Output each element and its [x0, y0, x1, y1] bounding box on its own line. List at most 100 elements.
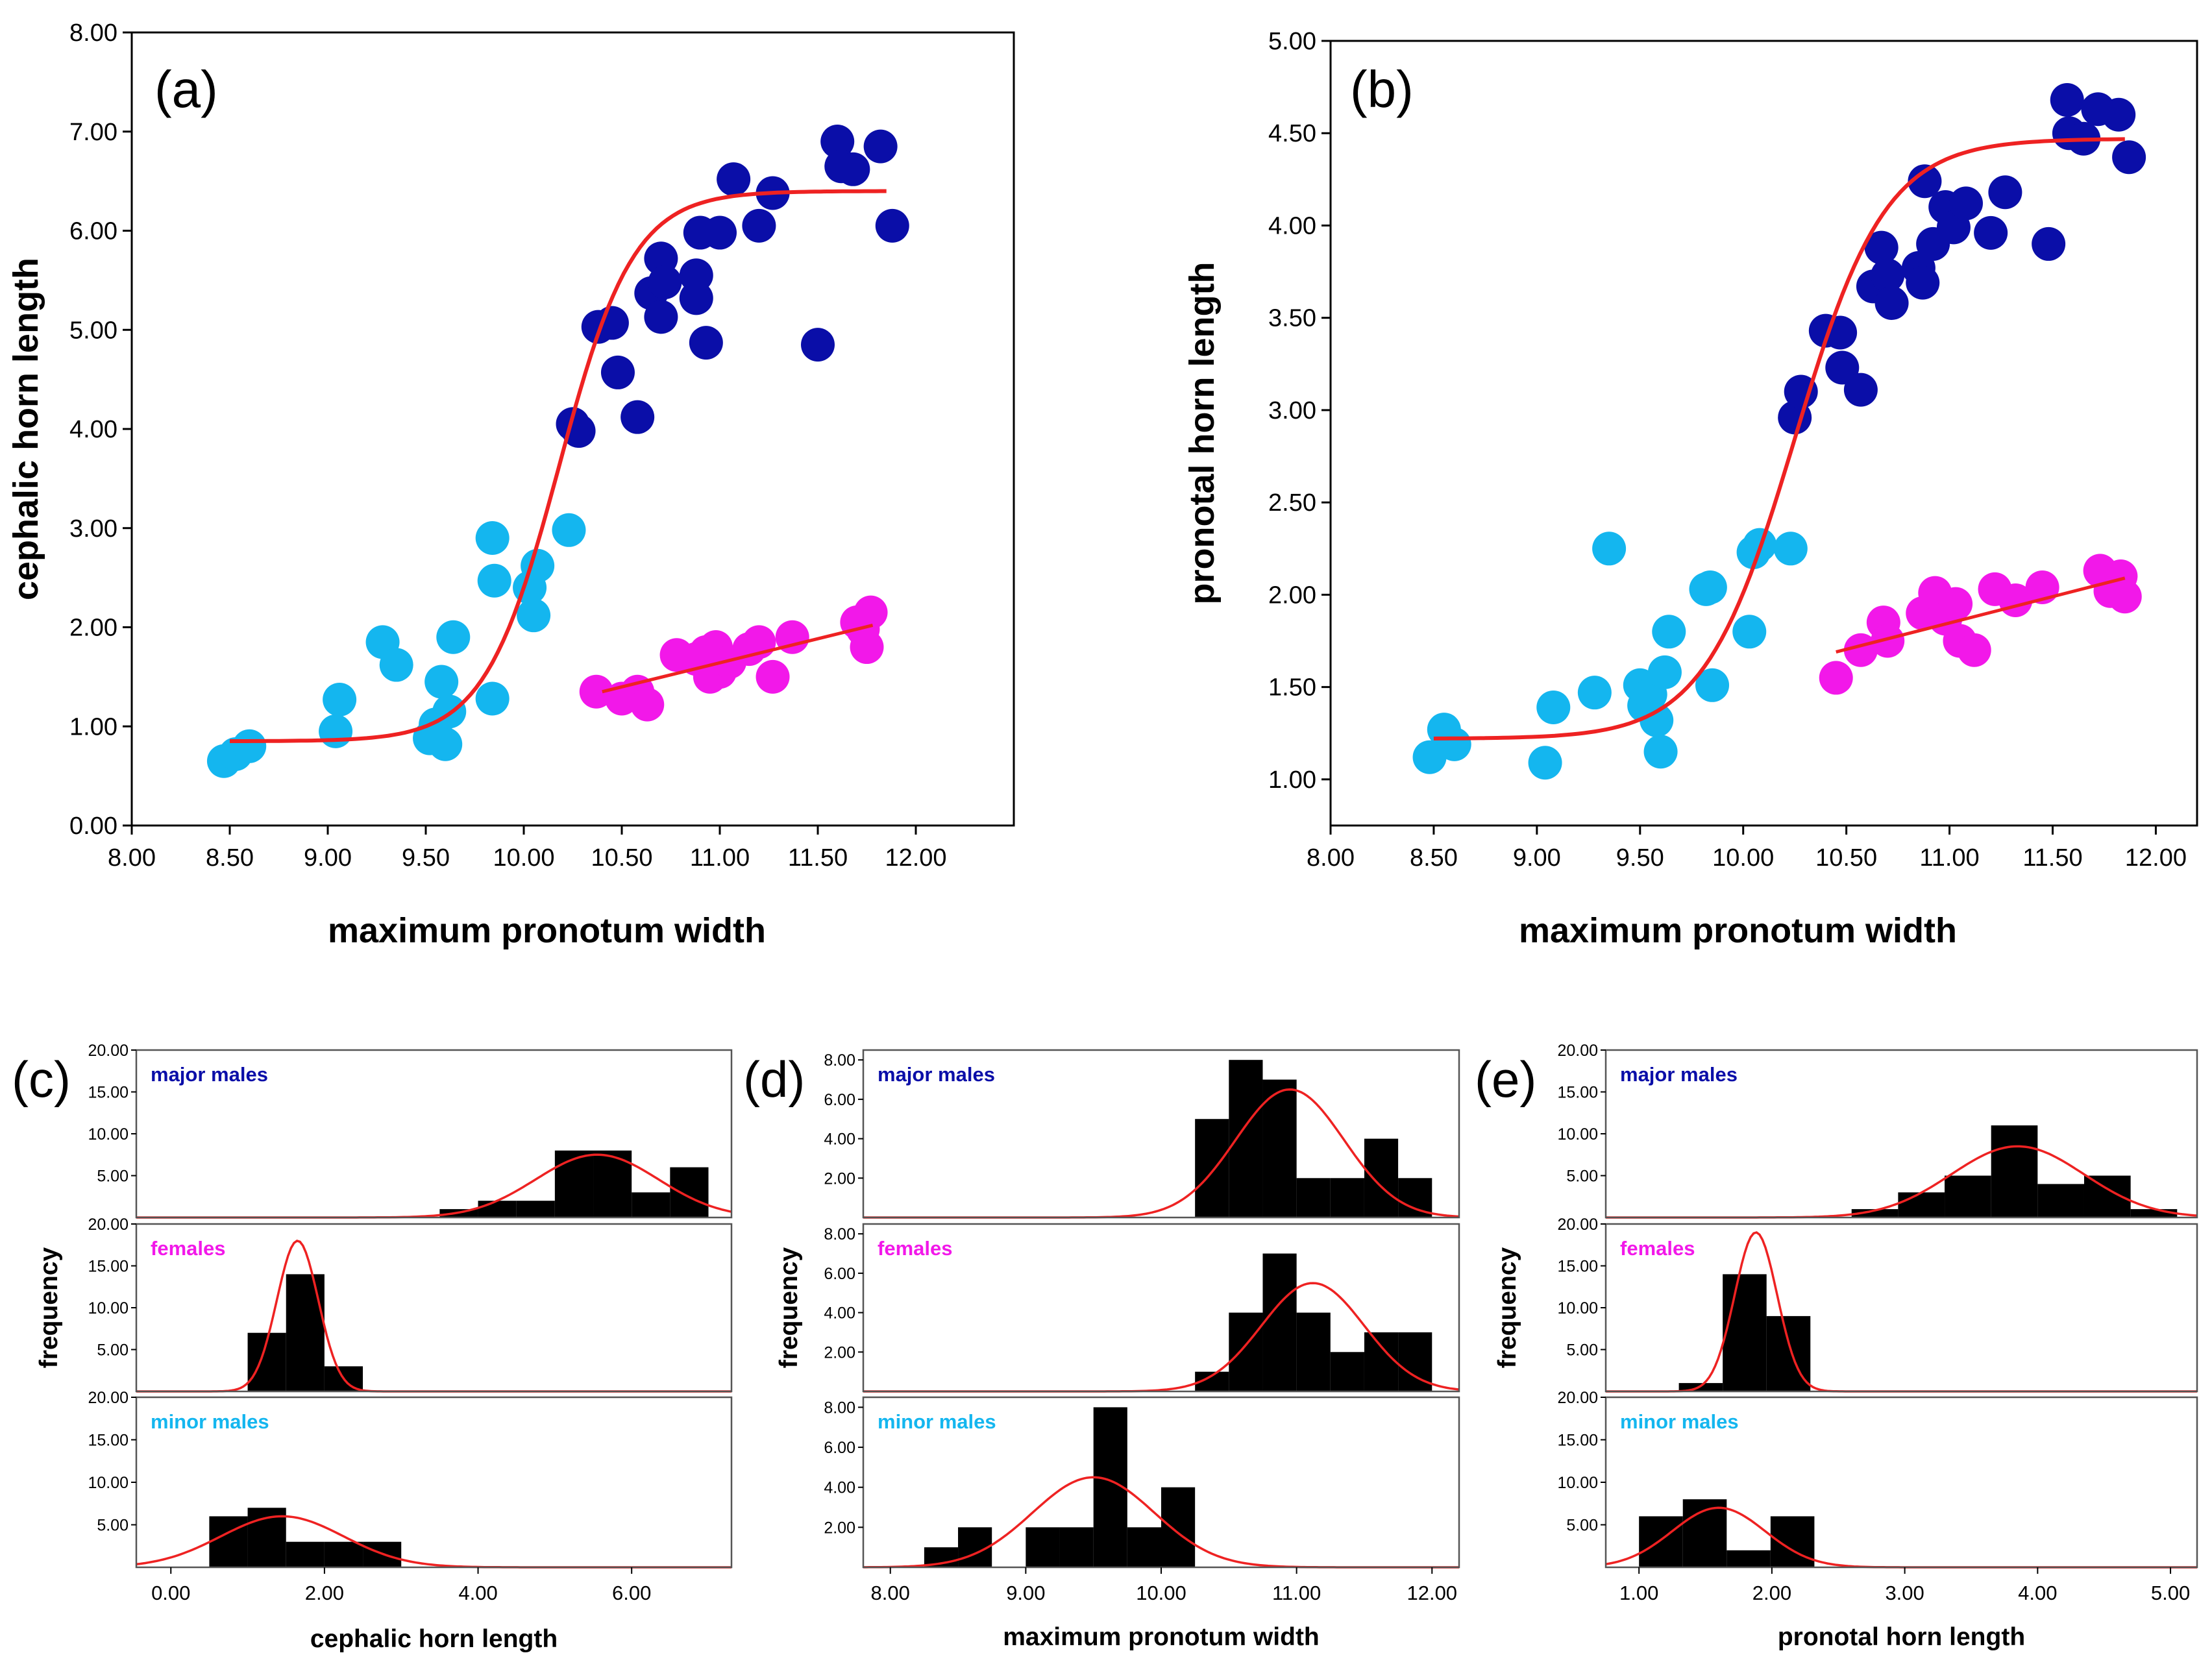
point-minor: [1652, 615, 1686, 649]
point-female: [579, 674, 613, 709]
group-label: females: [878, 1237, 952, 1260]
panel-label: (b): [1350, 60, 1414, 118]
subpanel-minor: 2.00 4.00 6.00 8.00 minor males: [824, 1396, 1460, 1569]
x-tick-label: 9.00: [304, 844, 352, 872]
point-major: [2102, 97, 2136, 132]
point-major: [1784, 374, 1818, 409]
point-female: [1957, 633, 1991, 667]
point-major: [1988, 175, 2022, 210]
y-tick-label: 4.00: [824, 1131, 855, 1149]
panel-label: (c): [12, 1051, 71, 1108]
subpanel-frame: [135, 1223, 733, 1393]
histogram-bar: [1059, 1527, 1094, 1567]
x-tick-label: 9.00: [1006, 1582, 1045, 1604]
point-female: [1871, 624, 1905, 658]
y-axis-label: frequency: [1493, 1247, 1521, 1369]
normal-curve: [136, 1239, 731, 1393]
point-minor: [552, 513, 586, 547]
y-tick-label: 20.00: [1557, 1042, 1598, 1060]
y-tick-label: 5.00: [1566, 1517, 1598, 1535]
x-tick-label: 5.00: [2151, 1582, 2190, 1604]
x-tick-label: 8.50: [1410, 844, 1458, 872]
y-tick-label: 20.00: [1557, 1389, 1598, 1407]
point-major: [644, 300, 678, 334]
histogram-bar: [209, 1516, 248, 1567]
histogram-bar: [1898, 1192, 1945, 1217]
x-tick-label: 2.00: [305, 1582, 344, 1604]
point-major: [1906, 265, 1940, 300]
point-major: [2050, 83, 2084, 117]
point-minor: [1773, 532, 1808, 566]
point-minor: [232, 729, 267, 763]
y-tick-label: 5.00: [1566, 1168, 1598, 1186]
y-tick-label: 6.00: [69, 218, 117, 245]
group-label: minor males: [1620, 1410, 1739, 1433]
y-tick-label: 6.00: [824, 1439, 855, 1457]
y-tick-label: 5.00: [1268, 28, 1316, 55]
histogram-bar: [516, 1201, 555, 1217]
point-minor: [1437, 727, 1471, 761]
x-axis-label: cephalic horn length: [310, 1625, 558, 1653]
point-minor: [1577, 676, 1612, 710]
histogram-bar: [478, 1201, 517, 1217]
subpanel-frame: [862, 1049, 1460, 1219]
subpanel-major: 2.00 4.00 6.00 8.00 major males: [824, 1049, 1460, 1219]
histogram-bar: [286, 1541, 325, 1567]
histogram-bar: [670, 1167, 709, 1217]
y-tick-label: 10.00: [88, 1125, 129, 1144]
subpanel-female: 5.00 10.00 15.00 20.00 females: [1557, 1216, 2198, 1393]
y-tick-label: 20.00: [88, 1389, 129, 1407]
point-female: [854, 595, 888, 630]
panel-c: 5.00 10.00 15.00 20.00 major males 5.00 10.00 1…: [12, 1042, 733, 1653]
histogram-bar: [1727, 1550, 1771, 1567]
sigmoid-fit-line: [230, 189, 887, 743]
histogram-bar: [1723, 1274, 1767, 1391]
x-tick-label: 6.00: [612, 1582, 651, 1604]
group-label: major males: [1620, 1063, 1738, 1086]
point-minor: [1643, 735, 1678, 769]
histogram-bar: [1639, 1516, 1683, 1567]
histogram-bar: [1364, 1332, 1399, 1391]
point-major: [1949, 186, 1983, 221]
point-minor: [477, 563, 511, 598]
x-tick-label: 12.00: [1407, 1582, 1457, 1604]
x-tick-label: 10.00: [1712, 844, 1774, 872]
y-tick-label: 4.00: [824, 1304, 855, 1323]
y-tick-label: 10.00: [1557, 1299, 1598, 1317]
point-major: [801, 328, 835, 362]
y-tick-label: 5.00: [69, 317, 117, 344]
y-tick-label: 6.00: [824, 1091, 855, 1109]
subpanel-major: 5.00 10.00 15.00 20.00 major males: [88, 1042, 733, 1219]
point-major: [1974, 215, 2008, 250]
x-tick-label: 4.00: [2018, 1582, 2057, 1604]
subpanel-female: 5.00 10.00 15.00 20.00 females: [88, 1216, 733, 1393]
y-tick-label: 4.00: [69, 416, 117, 443]
panel-label: (d): [743, 1051, 805, 1108]
point-minor: [1592, 532, 1627, 566]
histogram-bar: [324, 1541, 363, 1567]
x-tick-label: 2.00: [1752, 1582, 1791, 1604]
y-tick-label: 10.00: [88, 1299, 129, 1317]
y-tick-label: 2.00: [824, 1169, 855, 1188]
female-fit-line: [602, 624, 874, 694]
point-major: [875, 208, 909, 243]
histogram-bar: [1770, 1516, 1815, 1567]
x-tick-label: 8.00: [871, 1582, 910, 1604]
y-tick-label: 10.00: [88, 1474, 129, 1492]
x-axis-label: maximum pronotum width: [328, 911, 766, 950]
x-tick-label: 3.00: [1885, 1582, 1924, 1604]
point-minor: [424, 665, 459, 699]
histogram-bar: [1851, 1209, 1899, 1217]
point-minor: [1693, 570, 1727, 605]
y-tick-label: 10.00: [1557, 1125, 1598, 1144]
point-major: [648, 265, 682, 299]
point-minor: [517, 598, 551, 633]
y-tick-label: 2.00: [824, 1519, 855, 1537]
y-axis-label: frequency: [35, 1247, 63, 1369]
y-tick-label: 1.50: [1268, 674, 1316, 702]
panel-b: 1.00 1.50 2.00 2.50 3.00 3.50 4.00 4.50 5.00 8.00…: [1183, 28, 2198, 950]
x-tick-label: 8.00: [1307, 844, 1355, 872]
point-minor: [1640, 703, 1674, 737]
y-tick-label: 15.00: [88, 1084, 129, 1102]
